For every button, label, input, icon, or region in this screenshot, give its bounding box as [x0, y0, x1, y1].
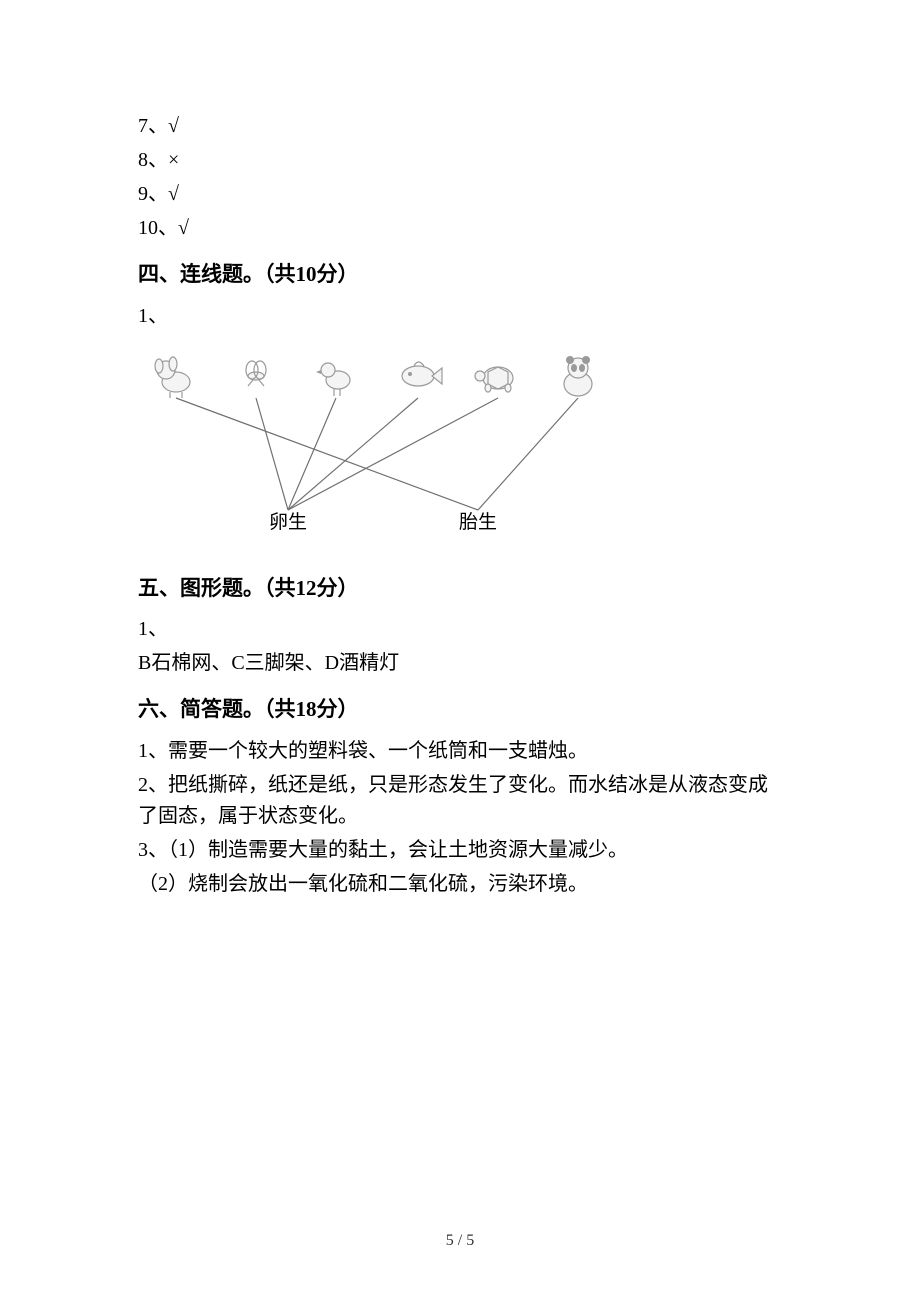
matching-diagram-svg: 卵生 胎生: [138, 338, 618, 548]
svg-text:卵生: 卵生: [269, 511, 307, 533]
section-4-heading: 四、连线题。（共10分）: [138, 258, 782, 291]
section-6-line-1: 1、需要一个较大的塑料袋、一个纸筒和一支蜡烛。: [138, 736, 782, 767]
section-4-item-1-prefix: 1、: [138, 301, 782, 332]
section-5-line-1: 1、: [138, 614, 782, 645]
section-6-line-3: 3、（1）制造需要大量的黏土，会让土地资源大量减少。: [138, 835, 782, 866]
answer-line-10: 10、√: [138, 213, 782, 244]
answer-line-9: 9、√: [138, 179, 782, 210]
answer-line-7: 7、√: [138, 111, 782, 142]
section-5-line-2: B石棉网、C三脚架、D酒精灯: [138, 648, 782, 679]
section-6-line-4: （2）烧制会放出一氧化硫和二氧化硫，污染环境。: [138, 869, 782, 900]
document-page: 7、√ 8、× 9、√ 10、√ 四、连线题。（共10分） 1、 卵生 胎生 五、…: [0, 0, 920, 1302]
section-6-heading: 六、简答题。（共18分）: [138, 693, 782, 726]
svg-text:胎生: 胎生: [459, 511, 497, 533]
section-5-heading: 五、图形题。（共12分）: [138, 572, 782, 605]
page-number: 5 / 5: [0, 1229, 920, 1254]
answer-line-8: 8、×: [138, 145, 782, 176]
matching-diagram: 卵生 胎生: [138, 338, 782, 558]
section-6-line-2: 2、把纸撕碎，纸还是纸，只是形态发生了变化。而水结冰是从液态变成了固态，属于状态…: [138, 770, 782, 832]
